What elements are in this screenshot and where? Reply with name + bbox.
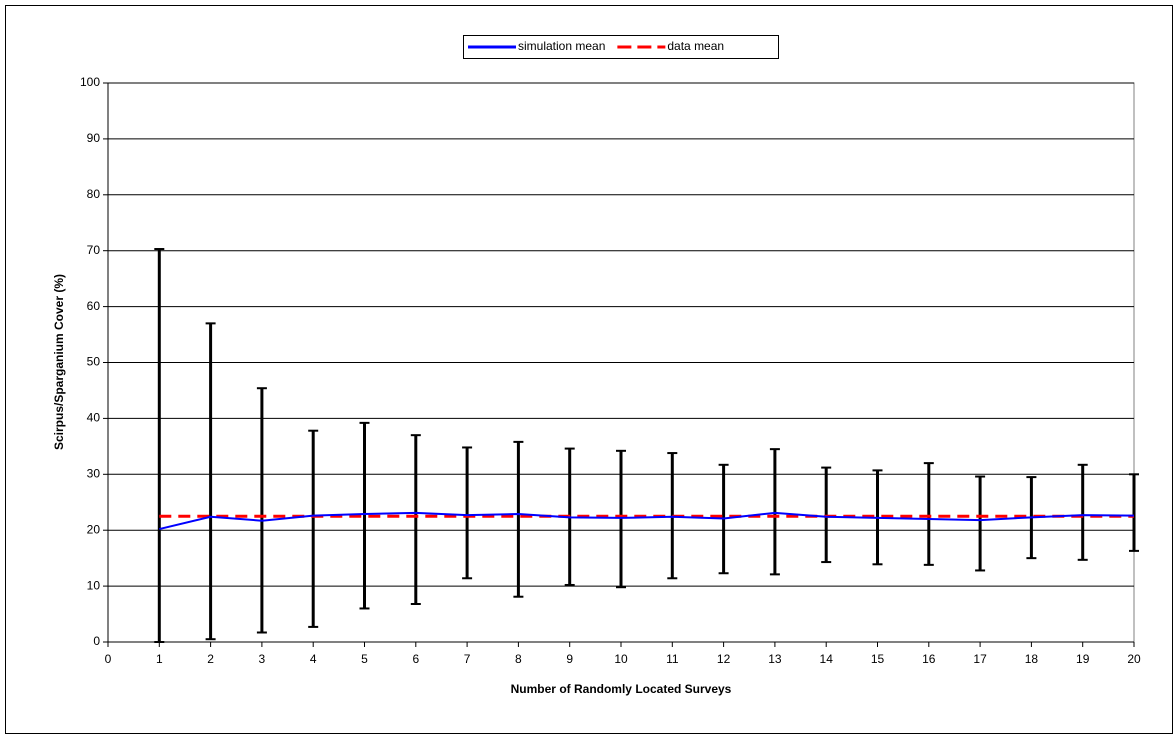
x-tick-label: 18 (1025, 652, 1039, 666)
x-tick-label: 4 (310, 652, 317, 666)
x-tick-label: 3 (259, 652, 266, 666)
legend-label: simulation mean (518, 39, 605, 53)
x-tick-label: 10 (614, 652, 628, 666)
legend-label: data mean (667, 39, 724, 53)
y-tick-label: 70 (87, 243, 101, 257)
x-tick-label: 8 (515, 652, 522, 666)
y-tick-label: 20 (87, 522, 101, 536)
series-line (159, 511, 1135, 531)
x-tick-label: 2 (207, 652, 214, 666)
y-axis-title: Scirpus/Sparganium Cover (%) (52, 274, 66, 450)
x-tick-label: 17 (973, 652, 987, 666)
x-tick-label: 11 (666, 652, 679, 666)
y-tick-label: 40 (87, 411, 101, 425)
x-tick-label: 5 (361, 652, 368, 666)
y-tick-label: 0 (93, 634, 100, 648)
x-tick-label: 0 (105, 652, 112, 666)
x-tick-label: 19 (1076, 652, 1090, 666)
x-tick-label: 15 (871, 652, 885, 666)
y-tick-label: 10 (87, 578, 101, 592)
x-tick-label: 12 (717, 652, 731, 666)
x-tick-label: 14 (820, 652, 834, 666)
y-tick-label: 30 (87, 466, 101, 480)
y-tick-label: 80 (87, 187, 101, 201)
x-tick-label: 1 (156, 652, 163, 666)
x-tick-label: 20 (1127, 652, 1141, 666)
y-tick-label: 90 (87, 131, 101, 145)
y-tick-label: 60 (87, 299, 101, 313)
x-tick-label: 16 (922, 652, 936, 666)
x-axis-title: Number of Randomly Located Surveys (511, 682, 732, 696)
y-tick-label: 50 (87, 355, 101, 369)
y-tick-label: 100 (80, 75, 100, 89)
x-tick-label: 9 (566, 652, 573, 666)
x-tick-label: 6 (412, 652, 419, 666)
x-tick-label: 7 (464, 652, 471, 666)
x-tick-label: 13 (768, 652, 782, 666)
